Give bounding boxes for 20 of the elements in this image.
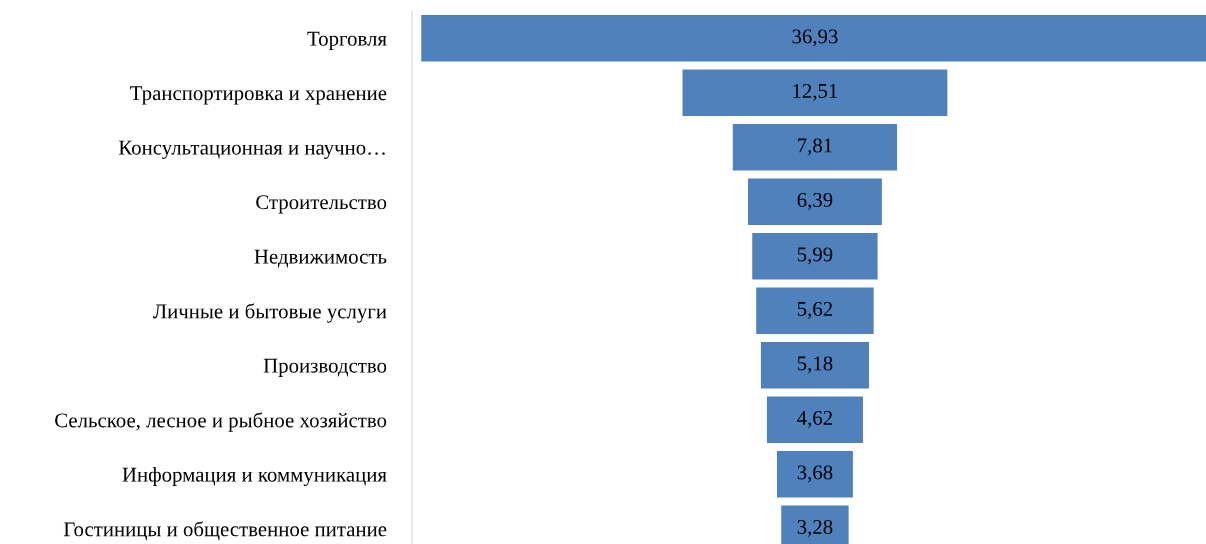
category-label: Строительство	[256, 195, 387, 214]
data-label: 3,28	[797, 519, 833, 537]
category-label: Гостиницы и общественное питание	[63, 521, 387, 541]
data-label: 12,51	[793, 83, 838, 101]
data-label: 36,93	[792, 29, 838, 47]
data-label: 5,18	[797, 356, 833, 374]
data-label: 3,68	[797, 465, 833, 483]
category-label: Сельское, лесное и рыбное хозяйство	[55, 412, 387, 432]
category-label: Консультационная и научно…	[118, 140, 385, 159]
category-label: Транспортировка и хранение	[130, 86, 387, 105]
data-label: 7,81	[798, 138, 832, 156]
category-label: Информация и коммуникация	[122, 467, 387, 486]
category-label: Торговля	[307, 31, 387, 50]
category-label: Недвижимость	[254, 249, 387, 268]
data-label: 6,39	[797, 192, 833, 210]
category-label: Производство	[263, 358, 387, 377]
data-label: 4,62	[797, 410, 833, 428]
data-label: 5,62	[797, 301, 833, 319]
category-label: Личные и бытовые услуги	[153, 303, 387, 323]
data-label: 5,99	[797, 247, 833, 265]
